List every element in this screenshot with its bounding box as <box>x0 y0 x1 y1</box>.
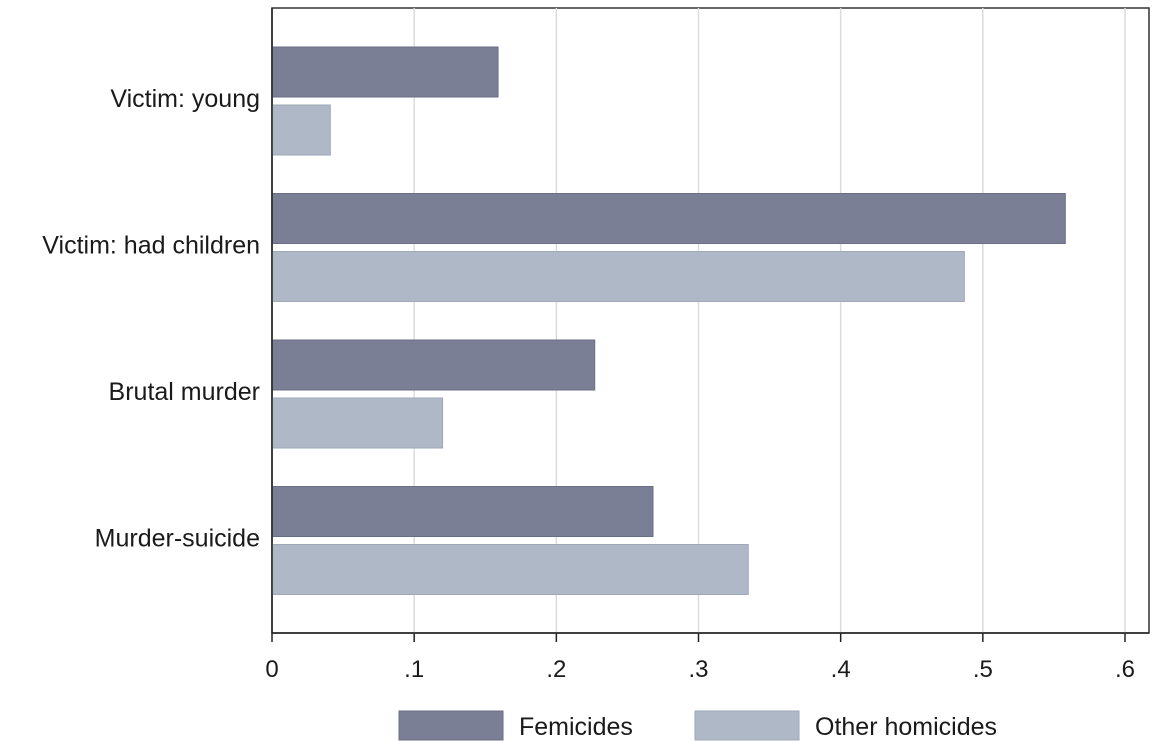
bar-other-homicides <box>271 544 749 595</box>
category-label: Victim: young <box>110 85 260 113</box>
category-label: Brutal murder <box>109 378 260 406</box>
bar-other-homicides <box>271 251 965 302</box>
legend-label: Other homicides <box>815 713 997 741</box>
legend-swatch <box>694 710 800 741</box>
bar-femicides <box>271 339 596 391</box>
plot-frame <box>271 7 1150 634</box>
category-label: Murder-suicide <box>95 525 260 553</box>
x-tick-label: 0 <box>265 656 278 683</box>
x-tick-label: .2 <box>546 656 566 683</box>
x-axis-ticks: 0 .1 .2 .3 .4 .5 .6 <box>265 633 1135 683</box>
category-label: Victim: had children <box>42 232 260 260</box>
x-tick-label: .1 <box>404 656 424 683</box>
bar-femicides <box>271 193 1066 244</box>
x-tick-label: .6 <box>1115 656 1135 683</box>
x-tick-label: .3 <box>688 656 708 683</box>
legend-swatch <box>398 710 504 741</box>
bars <box>271 46 1066 595</box>
x-tick-label: .5 <box>973 656 993 683</box>
bar-femicides <box>271 486 654 537</box>
category-labels: Victim: young Victim: had children Brutal … <box>42 85 260 553</box>
legend: Femicides Other homicides <box>398 710 997 741</box>
bar-femicides <box>271 46 499 98</box>
bar-other-homicides <box>271 104 331 156</box>
bar-other-homicides <box>271 397 444 449</box>
legend-label: Femicides <box>519 713 633 741</box>
x-tick-label: .4 <box>831 656 851 683</box>
